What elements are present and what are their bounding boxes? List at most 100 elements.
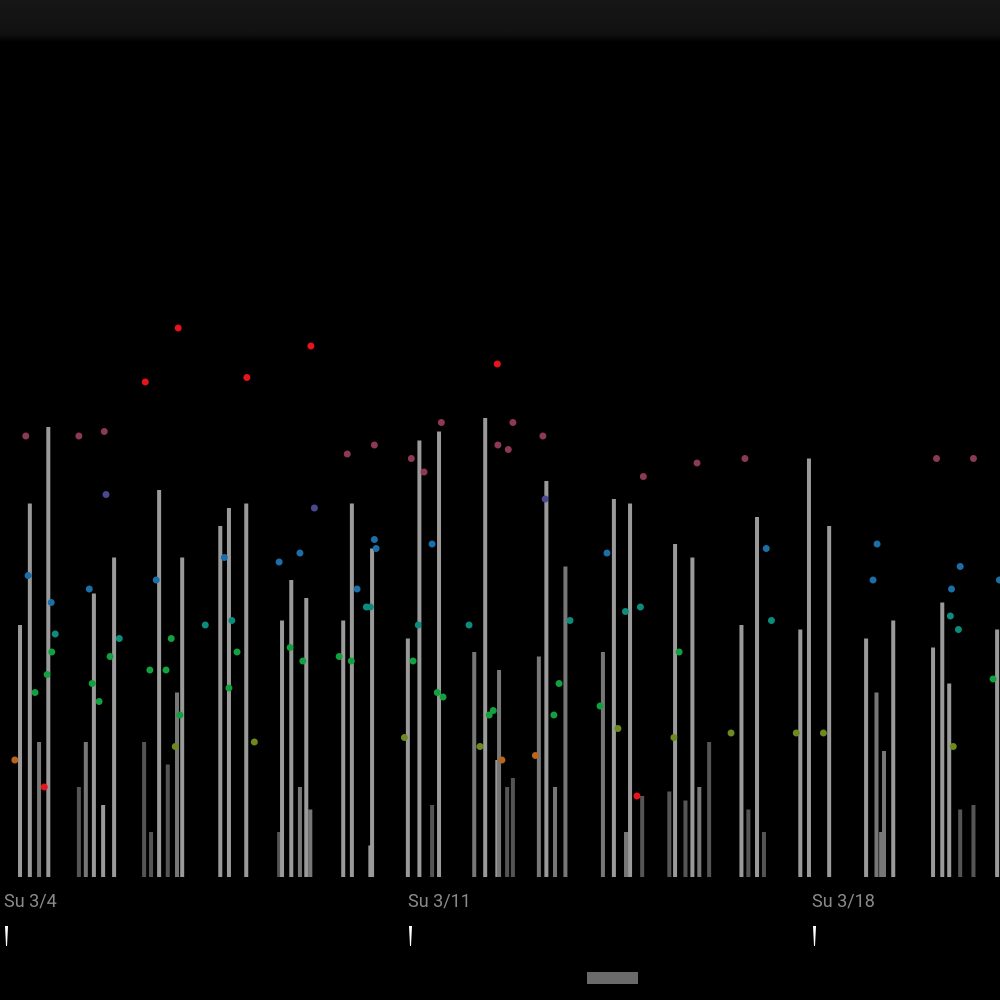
dot — [437, 419, 445, 426]
dot — [969, 455, 977, 462]
dot — [51, 630, 59, 638]
dot — [174, 324, 182, 332]
dot — [141, 378, 149, 386]
dot — [489, 707, 497, 714]
dot — [741, 455, 749, 462]
bar — [157, 490, 162, 877]
dot — [596, 702, 604, 710]
dot — [989, 675, 997, 683]
dot — [504, 446, 512, 453]
dot — [43, 671, 51, 678]
bar — [761, 832, 766, 877]
bar — [226, 508, 231, 877]
dot — [243, 374, 251, 381]
bar — [707, 742, 712, 877]
dot — [220, 554, 228, 561]
dot — [693, 459, 701, 467]
bar — [690, 557, 695, 877]
dot — [407, 455, 415, 462]
dot — [11, 756, 19, 764]
x-tick-label: Su 3/18 — [812, 891, 875, 912]
dot — [275, 558, 283, 566]
bar — [874, 692, 879, 877]
bar — [881, 751, 886, 877]
dot — [88, 680, 96, 687]
dot — [420, 468, 428, 476]
bar — [280, 620, 285, 877]
dot — [485, 711, 493, 719]
dot — [603, 549, 611, 557]
dot — [433, 689, 441, 696]
bar — [83, 742, 88, 877]
dot — [106, 653, 114, 660]
dot — [146, 666, 154, 674]
dot — [869, 576, 877, 584]
dot — [954, 626, 962, 633]
dot — [531, 752, 539, 759]
dot — [633, 792, 641, 800]
dot — [494, 441, 502, 449]
dot — [171, 743, 179, 750]
dot — [167, 635, 175, 642]
bar — [628, 503, 633, 877]
bar — [101, 805, 106, 877]
dot — [47, 599, 55, 606]
bar — [958, 809, 963, 877]
tick-mark — [813, 926, 817, 946]
dot — [933, 455, 941, 462]
bar — [667, 791, 672, 877]
dot — [85, 585, 93, 593]
bar — [437, 431, 442, 877]
dot — [40, 783, 48, 791]
dot — [493, 360, 501, 368]
dot — [566, 617, 574, 624]
dot — [509, 419, 517, 426]
dot — [370, 536, 378, 543]
bar — [18, 625, 23, 877]
tick-mark — [5, 926, 9, 946]
scrollbar[interactable] — [587, 972, 638, 984]
dot — [307, 342, 315, 350]
dot — [370, 441, 378, 449]
bar — [864, 638, 869, 877]
bar — [536, 656, 541, 877]
bar — [600, 652, 605, 877]
dot — [286, 644, 294, 651]
bar — [472, 652, 477, 877]
bar — [553, 787, 558, 877]
dot — [819, 729, 827, 737]
dot — [22, 432, 30, 440]
bar — [940, 602, 945, 877]
dot — [946, 612, 954, 620]
bar — [611, 499, 616, 877]
bar — [289, 580, 294, 877]
bar — [683, 800, 688, 877]
dot — [347, 657, 355, 665]
dot — [636, 603, 644, 611]
dot — [250, 738, 258, 746]
bar — [417, 440, 422, 877]
bar — [405, 638, 410, 877]
dot — [48, 648, 56, 656]
dot — [343, 450, 351, 458]
bar — [739, 625, 744, 877]
dot — [762, 545, 770, 552]
dot — [439, 693, 447, 701]
bar — [806, 458, 811, 877]
dot — [767, 617, 775, 624]
bar — [175, 692, 180, 877]
dot — [400, 734, 408, 741]
bar — [304, 598, 309, 877]
dot — [409, 657, 417, 665]
dot — [310, 504, 318, 512]
dot — [873, 540, 881, 548]
dot — [555, 680, 563, 687]
dot — [428, 540, 436, 548]
bar — [76, 787, 81, 877]
bar — [165, 764, 170, 877]
bar — [349, 503, 354, 877]
dot — [949, 743, 957, 750]
dot — [372, 545, 380, 552]
dot — [614, 725, 622, 732]
dot — [995, 576, 1000, 584]
